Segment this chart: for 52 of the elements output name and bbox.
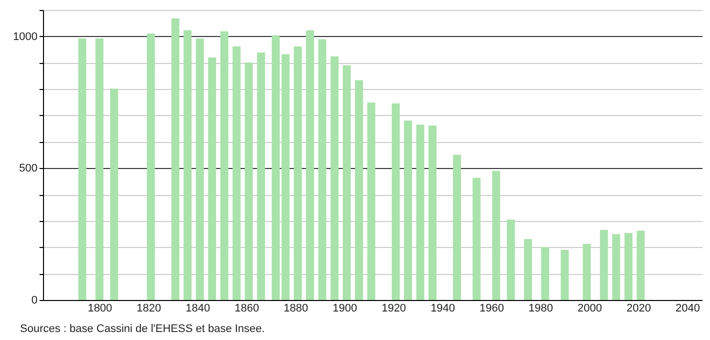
bar [367, 102, 376, 300]
bar [95, 38, 104, 300]
x-tick-label: 1840 [186, 302, 210, 314]
bar [220, 31, 228, 300]
bar [636, 230, 645, 300]
bar [146, 33, 155, 300]
bar [392, 103, 400, 300]
bar [624, 233, 632, 300]
bar [404, 120, 412, 300]
x-tick-label: 2000 [578, 302, 602, 314]
bar [560, 250, 569, 300]
x-tick-label: 1940 [430, 302, 456, 314]
bar [318, 39, 326, 300]
bar [582, 244, 591, 300]
bar [244, 62, 253, 300]
x-tick-label: 1900 [332, 302, 358, 314]
y-tick-label: 0 [31, 294, 38, 306]
x-tick-label: 2020 [626, 302, 651, 314]
x-tick-label: 1820 [136, 302, 162, 314]
x-tick-label: 1860 [234, 302, 260, 314]
bar [294, 46, 302, 300]
bar [416, 124, 424, 300]
source-note: Sources : base Cassini de l'EHESS et base Insee. [19, 322, 266, 336]
bar [492, 170, 500, 300]
bar [612, 234, 620, 300]
x-tick-label: 1960 [480, 302, 504, 314]
bar [355, 80, 364, 300]
bar [600, 230, 608, 300]
bar [208, 57, 216, 300]
bar [330, 56, 339, 300]
x-tick-label: 2040 [675, 302, 700, 314]
bar [472, 178, 481, 300]
bar [452, 154, 461, 300]
bar [428, 125, 436, 300]
bar [524, 239, 532, 300]
x-tick-label: 1880 [284, 302, 308, 314]
bar [110, 88, 118, 300]
bar [184, 30, 192, 300]
bar [196, 38, 204, 300]
bar [342, 65, 351, 300]
bar [232, 46, 241, 300]
bar [306, 30, 314, 300]
bar [541, 247, 550, 300]
x-tick-label: 1920 [382, 302, 406, 314]
bar [78, 38, 86, 300]
bar [506, 220, 515, 300]
bar [171, 18, 180, 300]
y-tick-label: 500 [19, 162, 38, 175]
x-tick-label: 1800 [88, 302, 112, 314]
y-tick-label: 1000 [13, 30, 38, 43]
bar [257, 52, 266, 300]
x-tick-label: 1980 [528, 302, 554, 314]
